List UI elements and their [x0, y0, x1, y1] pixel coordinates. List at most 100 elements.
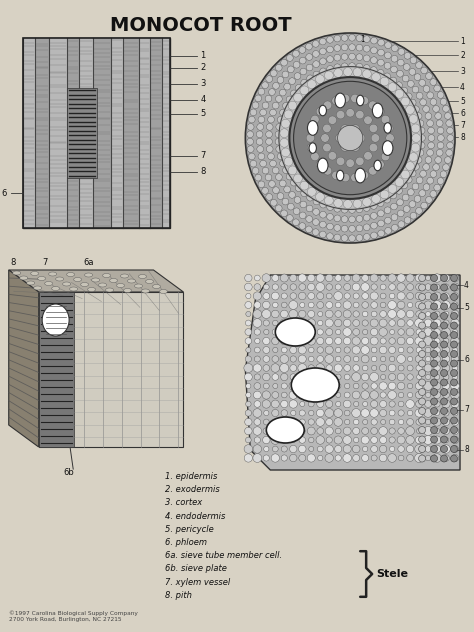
Circle shape	[292, 219, 299, 226]
Circle shape	[363, 198, 371, 207]
Circle shape	[433, 446, 441, 453]
Circle shape	[414, 74, 421, 80]
Circle shape	[394, 106, 403, 115]
Text: 8. pith: 8. pith	[165, 591, 192, 600]
Ellipse shape	[20, 276, 27, 280]
Circle shape	[412, 133, 420, 142]
Ellipse shape	[67, 272, 74, 277]
Circle shape	[282, 198, 289, 205]
Circle shape	[351, 125, 360, 133]
Circle shape	[362, 454, 369, 461]
Circle shape	[419, 446, 426, 453]
Circle shape	[325, 310, 333, 318]
Circle shape	[360, 171, 368, 179]
Circle shape	[258, 88, 265, 95]
Circle shape	[254, 301, 261, 308]
Circle shape	[371, 222, 377, 229]
Circle shape	[398, 221, 405, 228]
Circle shape	[451, 427, 459, 435]
Circle shape	[426, 392, 431, 398]
Bar	[49, 38, 67, 228]
Circle shape	[434, 365, 440, 371]
Circle shape	[300, 212, 306, 219]
Circle shape	[450, 293, 457, 300]
Circle shape	[317, 329, 323, 335]
Circle shape	[434, 347, 440, 353]
Circle shape	[341, 54, 348, 60]
Circle shape	[310, 160, 318, 169]
Circle shape	[260, 109, 266, 116]
Circle shape	[372, 195, 381, 204]
Bar	[163, 38, 171, 228]
Circle shape	[443, 311, 449, 317]
Circle shape	[290, 109, 296, 116]
Circle shape	[266, 124, 273, 130]
Circle shape	[299, 382, 306, 390]
Circle shape	[326, 284, 332, 290]
Circle shape	[265, 138, 273, 145]
Circle shape	[430, 360, 438, 367]
Circle shape	[402, 163, 409, 170]
Circle shape	[306, 43, 312, 50]
Circle shape	[399, 169, 405, 176]
Circle shape	[289, 418, 298, 427]
Circle shape	[291, 90, 297, 97]
Circle shape	[302, 178, 309, 185]
Circle shape	[364, 46, 370, 52]
Circle shape	[329, 80, 338, 89]
Circle shape	[388, 364, 396, 372]
Circle shape	[318, 456, 323, 461]
Ellipse shape	[88, 288, 96, 291]
Circle shape	[371, 284, 377, 290]
Circle shape	[341, 143, 349, 151]
Circle shape	[290, 274, 297, 282]
Circle shape	[442, 400, 450, 408]
Circle shape	[320, 201, 327, 208]
Circle shape	[398, 428, 404, 434]
Circle shape	[383, 84, 390, 90]
Circle shape	[442, 301, 450, 309]
Circle shape	[264, 284, 269, 290]
Circle shape	[301, 125, 310, 133]
Circle shape	[395, 178, 404, 186]
Circle shape	[430, 436, 438, 443]
Circle shape	[339, 189, 347, 198]
Circle shape	[272, 356, 279, 362]
Circle shape	[434, 428, 440, 434]
Circle shape	[391, 56, 398, 62]
Circle shape	[277, 193, 284, 200]
Circle shape	[440, 446, 447, 453]
Circle shape	[424, 292, 432, 300]
Circle shape	[435, 410, 439, 415]
Circle shape	[326, 337, 333, 344]
Circle shape	[281, 374, 288, 380]
Circle shape	[256, 131, 263, 138]
Circle shape	[245, 301, 252, 308]
Circle shape	[323, 143, 331, 152]
Circle shape	[313, 209, 319, 216]
Text: 5: 5	[201, 109, 206, 119]
Bar	[23, 38, 171, 228]
Text: 7: 7	[460, 121, 465, 130]
Circle shape	[433, 319, 441, 327]
Circle shape	[433, 292, 441, 300]
Circle shape	[419, 135, 425, 142]
Circle shape	[343, 328, 351, 336]
Circle shape	[443, 284, 449, 290]
Circle shape	[281, 419, 288, 425]
Ellipse shape	[356, 95, 364, 106]
Circle shape	[279, 180, 286, 187]
Circle shape	[313, 188, 320, 194]
Circle shape	[407, 410, 413, 416]
Circle shape	[327, 46, 333, 53]
Circle shape	[336, 383, 341, 389]
Circle shape	[245, 274, 252, 282]
Circle shape	[388, 382, 396, 390]
Ellipse shape	[42, 304, 69, 336]
Circle shape	[428, 135, 435, 142]
Circle shape	[344, 293, 350, 299]
Circle shape	[437, 142, 444, 149]
Circle shape	[289, 78, 295, 85]
Circle shape	[380, 446, 387, 453]
Ellipse shape	[318, 158, 328, 173]
